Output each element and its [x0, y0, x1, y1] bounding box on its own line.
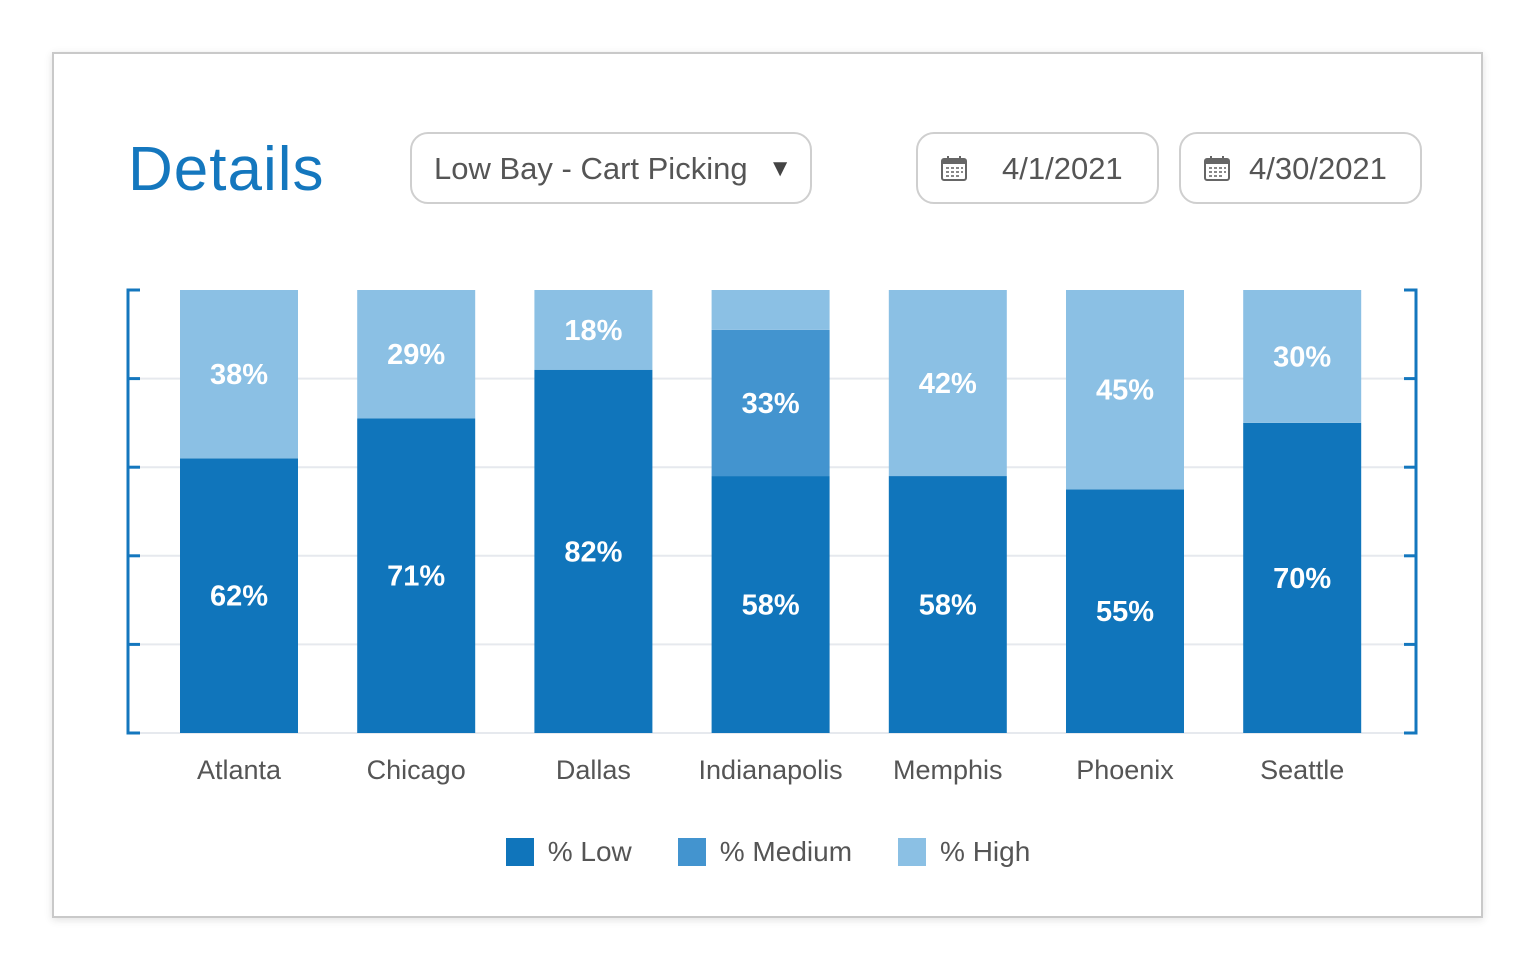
start-date-value: 4/1/2021	[1002, 151, 1123, 186]
bar-segment	[534, 290, 653, 370]
bar-segment	[711, 329, 830, 477]
data-label: 18%	[564, 315, 622, 347]
dropdown-value: Low Bay - Cart Picking	[434, 151, 748, 186]
x-tick-label: Atlanta	[197, 755, 282, 785]
calendar-icon	[941, 156, 967, 181]
calendar-icon	[1204, 156, 1230, 181]
bar-segment	[888, 476, 1007, 733]
data-label: 82%	[564, 536, 622, 568]
category-dropdown[interactable]: Low Bay - Cart Picking ▼	[410, 132, 812, 204]
data-label: 62%	[210, 581, 268, 613]
data-label: 58%	[742, 590, 800, 622]
data-label: 58%	[919, 590, 977, 622]
legend-swatch-low	[505, 838, 534, 866]
legend-item-medium: % Medium	[677, 836, 853, 868]
bar-segment	[357, 418, 476, 733]
bar-segment	[711, 290, 830, 330]
legend-label-medium: % Medium	[719, 836, 853, 867]
data-label: 55%	[1096, 596, 1154, 628]
x-tick-label: Dallas	[556, 755, 631, 785]
data-label: 29%	[387, 339, 445, 371]
page-title: Details	[128, 135, 325, 204]
bar-segment	[180, 458, 298, 733]
data-label: 30%	[1273, 341, 1331, 373]
bar-segment	[357, 290, 476, 419]
right-axis	[1404, 288, 1418, 735]
x-tick-label: Memphis	[893, 755, 1003, 785]
bar-segment	[888, 290, 1007, 477]
bar-segment	[534, 369, 653, 733]
bar-segment	[1066, 489, 1184, 733]
legend-swatch-high	[898, 838, 927, 866]
data-label: 38%	[210, 359, 268, 391]
bar-segment	[1243, 290, 1362, 423]
end-date-picker[interactable]: 4/30/2021	[1179, 132, 1422, 204]
bar-segment	[180, 290, 298, 459]
x-tick-label: Chicago	[367, 755, 466, 785]
left-axis	[126, 288, 140, 735]
data-label: 70%	[1273, 563, 1331, 595]
bar-segment	[1243, 422, 1362, 733]
legend-label-high: % High	[940, 836, 1031, 867]
legend-item-high: % High	[898, 836, 1030, 868]
data-label: 71%	[387, 561, 445, 593]
start-date-picker[interactable]: 4/1/2021	[916, 132, 1159, 204]
end-date-value: 4/30/2021	[1249, 151, 1387, 186]
chart-legend: % Low % Medium % High	[0, 836, 1536, 868]
x-tick-label: Phoenix	[1076, 755, 1174, 785]
data-label: 42%	[919, 368, 977, 400]
data-label: 45%	[1096, 375, 1154, 407]
legend-swatch-medium	[677, 838, 706, 866]
caret-down-icon: ▼	[768, 155, 792, 182]
bar-segment	[711, 476, 830, 733]
legend-item-low: % Low	[505, 836, 632, 868]
data-label: 33%	[742, 388, 800, 420]
x-tick-label: Seattle	[1260, 755, 1344, 785]
bar-segment	[1066, 290, 1184, 490]
legend-label-low: % Low	[547, 836, 632, 867]
x-tick-label: Indianapolis	[699, 755, 843, 785]
